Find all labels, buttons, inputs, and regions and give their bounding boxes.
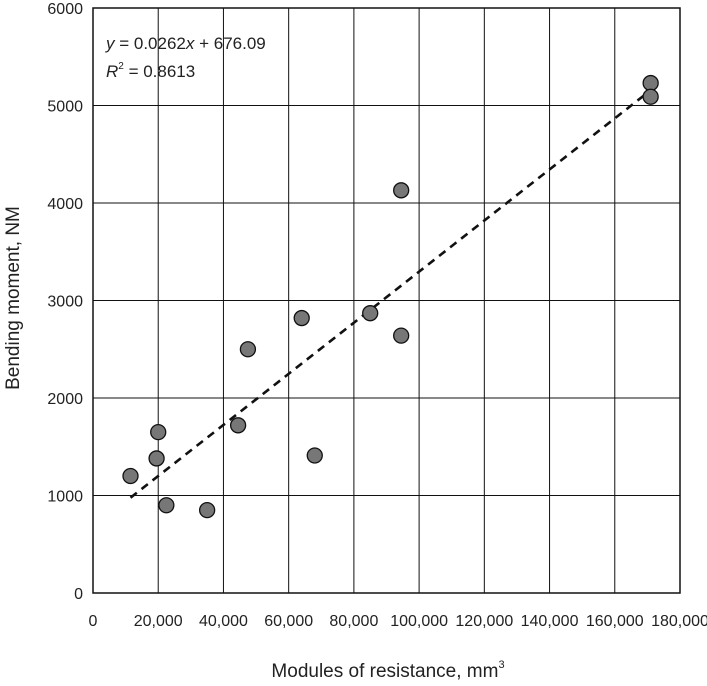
x-tick-label: 100,000 — [390, 613, 448, 630]
x-tick-label: 180,000 — [651, 613, 707, 630]
data-point — [229, 417, 247, 434]
x-axis-title: Modules of resistance, mm3 — [271, 659, 504, 682]
data-point — [158, 497, 175, 514]
x-axis-title-sup: 3 — [498, 659, 504, 671]
x-tick-label: 20,000 — [134, 613, 183, 630]
data-point — [306, 447, 323, 464]
x-tick-label: 160,000 — [586, 613, 644, 630]
data-point — [642, 74, 659, 92]
y-tick-label: 2000 — [47, 391, 83, 408]
data-point — [362, 305, 379, 322]
data-point — [393, 182, 410, 199]
data-point — [148, 450, 165, 467]
y-axis-title: Bending moment, NM — [3, 206, 24, 390]
x-tick-label: 120,000 — [455, 613, 513, 630]
data-point — [150, 423, 167, 441]
regression-equation: y = 0.0262x + 676.09 — [105, 34, 266, 53]
data-point — [293, 309, 310, 327]
equation-x-var: x — [185, 34, 195, 53]
equation-y-var: y — [105, 34, 116, 53]
data-points — [122, 74, 659, 519]
y-tick-labels: 0 1000 2000 3000 4000 5000 6000 — [47, 1, 83, 603]
data-point — [393, 327, 410, 344]
y-tick-label: 5000 — [47, 99, 83, 116]
r-squared: R2 = 0.8613 — [106, 61, 195, 81]
data-point — [198, 501, 216, 519]
r-squared-sup: 2 — [118, 61, 124, 72]
y-tick-label: 1000 — [47, 489, 83, 506]
grid-lines — [92, 7, 681, 594]
x-tick-label: 40,000 — [199, 613, 248, 630]
x-tick-label: 0 — [89, 613, 98, 630]
x-tick-label: 80,000 — [329, 613, 378, 630]
r-squared-value: = 0.8613 — [124, 62, 195, 81]
y-tick-label: 4000 — [47, 196, 83, 213]
trendline — [129, 89, 652, 499]
data-point — [642, 88, 659, 105]
equation-tail: + 676.09 — [194, 34, 265, 53]
equation-body: = 0.0262 — [115, 34, 186, 53]
y-tick-label: 6000 — [47, 1, 83, 18]
y-tick-label: 0 — [74, 586, 83, 603]
x-axis-title-text: Modules of resistance, mm — [271, 661, 498, 682]
data-point — [122, 467, 139, 485]
r-squared-var: R — [106, 62, 118, 81]
x-tick-label: 140,000 — [521, 613, 579, 630]
x-tick-label: 60,000 — [264, 613, 313, 630]
y-tick-label: 3000 — [47, 294, 83, 311]
plot-frame — [92, 7, 681, 594]
data-point — [239, 341, 257, 358]
x-tick-labels: 0 20,000 40,000 60,000 80,000 100,000 120,000 1… — [89, 613, 707, 630]
